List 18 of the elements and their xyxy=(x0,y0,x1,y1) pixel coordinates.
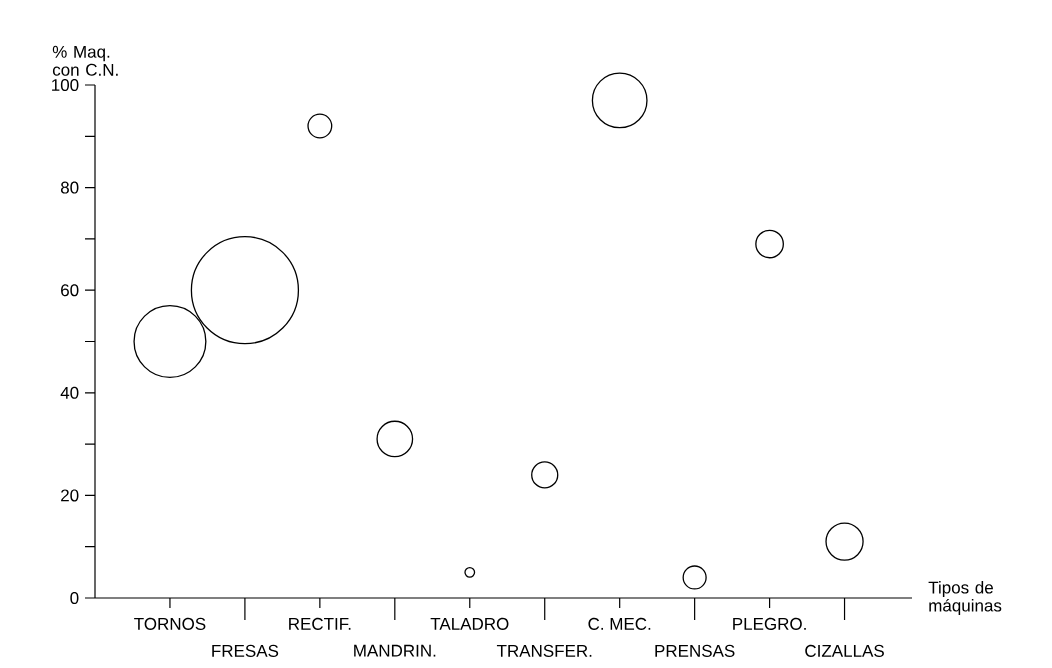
x-tick-label: FRESAS xyxy=(212,644,279,657)
x-tick-label: TORNOS xyxy=(134,617,206,630)
x-tick-label: MANDRIN. xyxy=(354,644,436,657)
x-tick-label: C. MEC. xyxy=(588,617,651,630)
y-tick-label: 100 xyxy=(52,78,79,92)
x-tick-label: TALADRO xyxy=(430,617,509,630)
x-tick-label: PLEGRO. xyxy=(733,617,806,630)
y-tick-label: 20 xyxy=(61,489,79,502)
x-tick-label: CIZALLAS xyxy=(805,644,884,657)
x-tick-label: RECTIF. xyxy=(289,617,351,630)
y-tick-label: 0 xyxy=(70,591,79,605)
y-axis-title: % Maq. con C.N. xyxy=(52,45,118,76)
y-tick-label: 60 xyxy=(61,284,79,297)
x-tick-label: PRENSAS xyxy=(655,644,735,657)
x-tick-label: TRANSFER. xyxy=(496,644,592,657)
y-tick-label: 80 xyxy=(60,181,79,194)
y-tick-label: 40 xyxy=(60,386,79,399)
x-axis-title: Tipos de máquinas xyxy=(928,581,1002,615)
